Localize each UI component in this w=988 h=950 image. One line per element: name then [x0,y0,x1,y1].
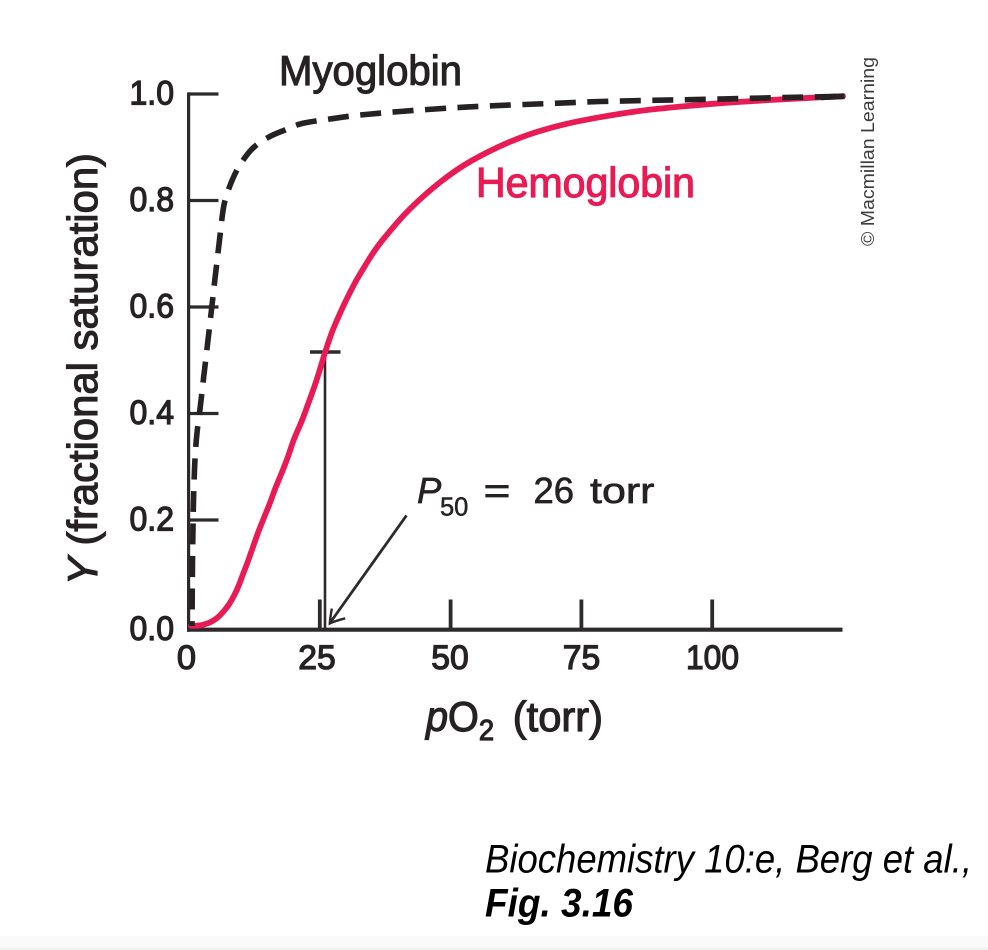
svg-text:Myoglobin: Myoglobin [279,47,462,94]
svg-text:100: 100 [686,639,739,677]
svg-text:Fig. 3.16: Fig. 3.16 [485,882,634,926]
svg-text:75: 75 [563,639,601,677]
svg-text:Y (fractional saturation): Y (fractional saturation) [59,153,106,585]
svg-text:P: P [417,470,442,511]
svg-text:25: 25 [298,639,336,677]
svg-text:Hemoglobin: Hemoglobin [476,159,695,206]
svg-text:0.4: 0.4 [130,394,175,432]
svg-text:0: 0 [177,639,196,677]
svg-text:Biochemistry 10:e, Berg et al.: Biochemistry 10:e, Berg et al., [485,838,972,882]
svg-text:0.0: 0.0 [130,610,175,648]
svg-text:0.6: 0.6 [130,288,175,326]
svg-text:(torr): (torr) [513,693,603,740]
svg-text:50: 50 [440,494,468,522]
svg-text:© Macmillan Learning: © Macmillan Learning [858,57,878,246]
svg-text:1.0: 1.0 [130,75,175,113]
svg-text:0.8: 0.8 [130,181,175,219]
svg-text:0.2: 0.2 [130,501,175,539]
svg-text:torr: torr [590,470,655,511]
svg-text:=: = [484,470,511,511]
svg-text:50: 50 [431,639,469,677]
svg-text:26: 26 [534,470,575,511]
